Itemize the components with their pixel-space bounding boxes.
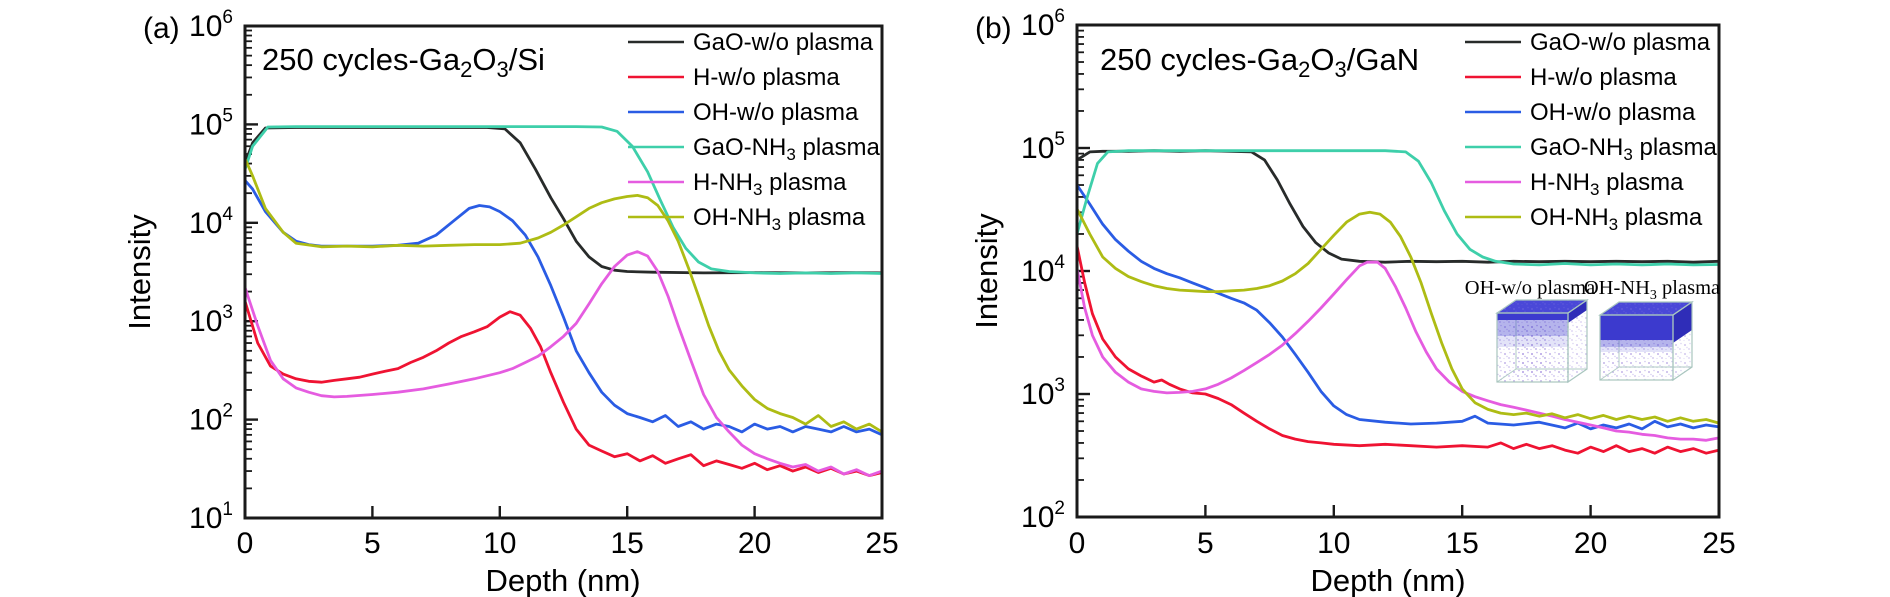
x-tick-label: 20: [738, 527, 771, 560]
legend-item-gao-w-o-plasma: GaO-w/o plasma: [628, 29, 874, 56]
legend-label: H-NH3 plasma: [1530, 169, 1684, 199]
legend-label: OH-w/o plasma: [693, 99, 859, 126]
series-h-nh3-plasma: [1076, 260, 1720, 442]
y-tick-label: 103: [1021, 375, 1065, 411]
x-tick-label: 0: [1069, 527, 1086, 560]
legend-item-h-nh3-plasma: H-NH3 plasma: [1465, 169, 1684, 199]
x-tick-label: 25: [1702, 527, 1735, 560]
legend-label: GaO-w/o plasma: [693, 29, 874, 56]
legend-label: H-w/o plasma: [693, 64, 840, 91]
x-tick-label: 25: [865, 527, 898, 560]
legend-item-gao-w-o-plasma: GaO-w/o plasma: [1465, 29, 1711, 56]
series-h-w-o-plasma: [244, 299, 883, 477]
legend-item-oh-w-o-plasma: OH-w/o plasma: [628, 99, 859, 126]
series-oh-w-o-plasma: [1076, 183, 1720, 431]
inset-label-oh-nh3: OH-NH3 plasma: [1584, 277, 1720, 303]
x-tick-label: 0: [237, 527, 254, 560]
x-tick-label: 5: [364, 527, 381, 560]
series-h-w-o-plasma: [1076, 244, 1720, 455]
y-axis-label: Intensity: [969, 213, 1004, 329]
x-tick-label: 5: [1197, 527, 1214, 560]
legend-item-oh-w-o-plasma: OH-w/o plasma: [1465, 99, 1696, 126]
series-gao-nh3-plasma: [244, 125, 883, 275]
y-tick-label: 105: [189, 105, 233, 141]
y-tick-label: 102: [189, 401, 233, 437]
legend-label: GaO-w/o plasma: [1530, 29, 1711, 56]
panel-letter: (a): [143, 12, 180, 45]
legend-label: GaO-NH3 plasma: [1530, 134, 1718, 164]
legend-item-gao-nh3-plasma: GaO-NH3 plasma: [628, 134, 881, 164]
panel-title: 250 cycles-Ga2O3/Si: [262, 42, 545, 82]
legend-label: OH-NH3 plasma: [1530, 204, 1703, 234]
x-axis-ticks: [1075, 505, 1721, 517]
legend-item-oh-nh3-plasma: OH-NH3 plasma: [628, 204, 866, 234]
series-oh-nh3-plasma: [1076, 207, 1720, 425]
inset-label-oh-wo: OH-w/o plasma: [1465, 277, 1595, 299]
inset-cube-oh-nh3-plasma: [1598, 300, 1694, 382]
x-axis-label: Depth (nm): [485, 563, 640, 597]
panel-title: 250 cycles-Ga2O3/GaN: [1100, 42, 1419, 82]
x-tick-label: 15: [1446, 527, 1479, 560]
y-tick-label: 106: [1021, 6, 1065, 42]
plot-frame: [1075, 23, 1721, 519]
series-curves: [244, 125, 883, 477]
x-tick-label: 10: [1317, 527, 1350, 560]
x-tick-label: 20: [1574, 527, 1607, 560]
series-oh-nh3-plasma: [244, 157, 883, 434]
panel-b: 102 103 104 105 106 0 5 10 15 20 25 (b) 250 cycles-G…: [969, 6, 1736, 597]
x-tick-label: 15: [611, 527, 644, 560]
inset-cube-oh-w-o-plasma: [1495, 298, 1589, 384]
y-tick-label: 104: [189, 204, 233, 240]
plot-frame: [243, 24, 884, 520]
legend-label: H-NH3 plasma: [693, 169, 847, 199]
y-tick-label: 101: [189, 499, 233, 535]
legend-label: H-w/o plasma: [1530, 64, 1677, 91]
legend-item-h-w-o-plasma: H-w/o plasma: [1465, 64, 1677, 91]
legend-label: OH-w/o plasma: [1530, 99, 1696, 126]
legend-label: GaO-NH3 plasma: [693, 134, 881, 164]
legend: GaO-w/o plasma H-w/o plasma OH-w/o plasma G…: [628, 29, 881, 234]
y-axis-ticks: [245, 24, 258, 520]
series-h-nh3-plasma: [244, 250, 883, 477]
legend-label: OH-NH3 plasma: [693, 204, 866, 234]
y-tick-label: 106: [189, 7, 233, 43]
legend-item-h-w-o-plasma: H-w/o plasma: [628, 64, 840, 91]
legend-item-h-nh3-plasma: H-NH3 plasma: [628, 169, 847, 199]
legend: GaO-w/o plasma H-w/o plasma OH-w/o plasma G…: [1465, 29, 1718, 234]
y-tick-label: 104: [1021, 252, 1065, 288]
series-gao-nh3-plasma: [1076, 149, 1720, 267]
legend-item-oh-nh3-plasma: OH-NH3 plasma: [1465, 204, 1703, 234]
y-tick-label: 102: [1021, 498, 1065, 534]
y-tick-label: 103: [189, 302, 233, 338]
x-tick-label: 10: [483, 527, 516, 560]
y-tick-label: 105: [1021, 129, 1065, 165]
series-curves: [1076, 149, 1720, 455]
x-axis-ticks: [243, 506, 884, 518]
panel-a: 101 102 103 104 105 106 0 5 10 15 20 25 (a) 250 cycle…: [122, 7, 899, 597]
y-axis-label: Intensity: [122, 214, 157, 330]
x-axis-label: Depth (nm): [1310, 563, 1465, 597]
legend-item-gao-nh3-plasma: GaO-NH3 plasma: [1465, 134, 1718, 164]
panel-letter: (b): [975, 12, 1012, 45]
